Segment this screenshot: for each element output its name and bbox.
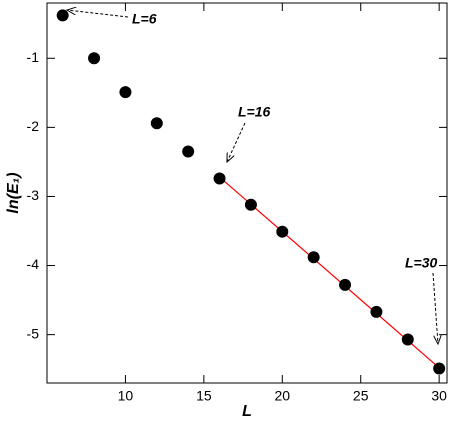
point xyxy=(88,52,101,65)
point xyxy=(56,9,69,22)
arrow xyxy=(227,122,246,162)
fit-line xyxy=(219,176,440,369)
plot-frame xyxy=(46,2,448,384)
point xyxy=(213,172,226,185)
x-tick-label: 25 xyxy=(353,388,369,404)
x-tick-label: 20 xyxy=(275,388,291,404)
x-tick-label: 10 xyxy=(118,388,134,404)
point xyxy=(150,117,163,130)
x-tick-label: 15 xyxy=(196,388,212,404)
x-axis-label: L xyxy=(242,403,252,420)
point xyxy=(339,278,352,291)
point xyxy=(182,145,195,158)
x-tick-label: 30 xyxy=(431,388,447,404)
point xyxy=(276,225,289,238)
annotation: L=16 xyxy=(238,104,271,120)
annotation: L=6 xyxy=(132,11,157,27)
point xyxy=(307,251,320,264)
y-tick-label: -2 xyxy=(27,118,40,134)
y-tick-label: -4 xyxy=(27,256,40,272)
y-tick-label: -5 xyxy=(27,325,40,341)
point xyxy=(433,362,446,375)
point xyxy=(244,198,257,211)
arrow xyxy=(67,10,129,18)
point xyxy=(370,305,383,318)
y-axis-label: ln(E₁) xyxy=(5,172,22,213)
annotation: L=30 xyxy=(405,255,438,271)
point xyxy=(401,333,414,346)
y-tick-label: -1 xyxy=(27,49,40,65)
point xyxy=(119,86,132,99)
arrow xyxy=(432,272,438,344)
y-tick-label: -3 xyxy=(27,187,40,203)
